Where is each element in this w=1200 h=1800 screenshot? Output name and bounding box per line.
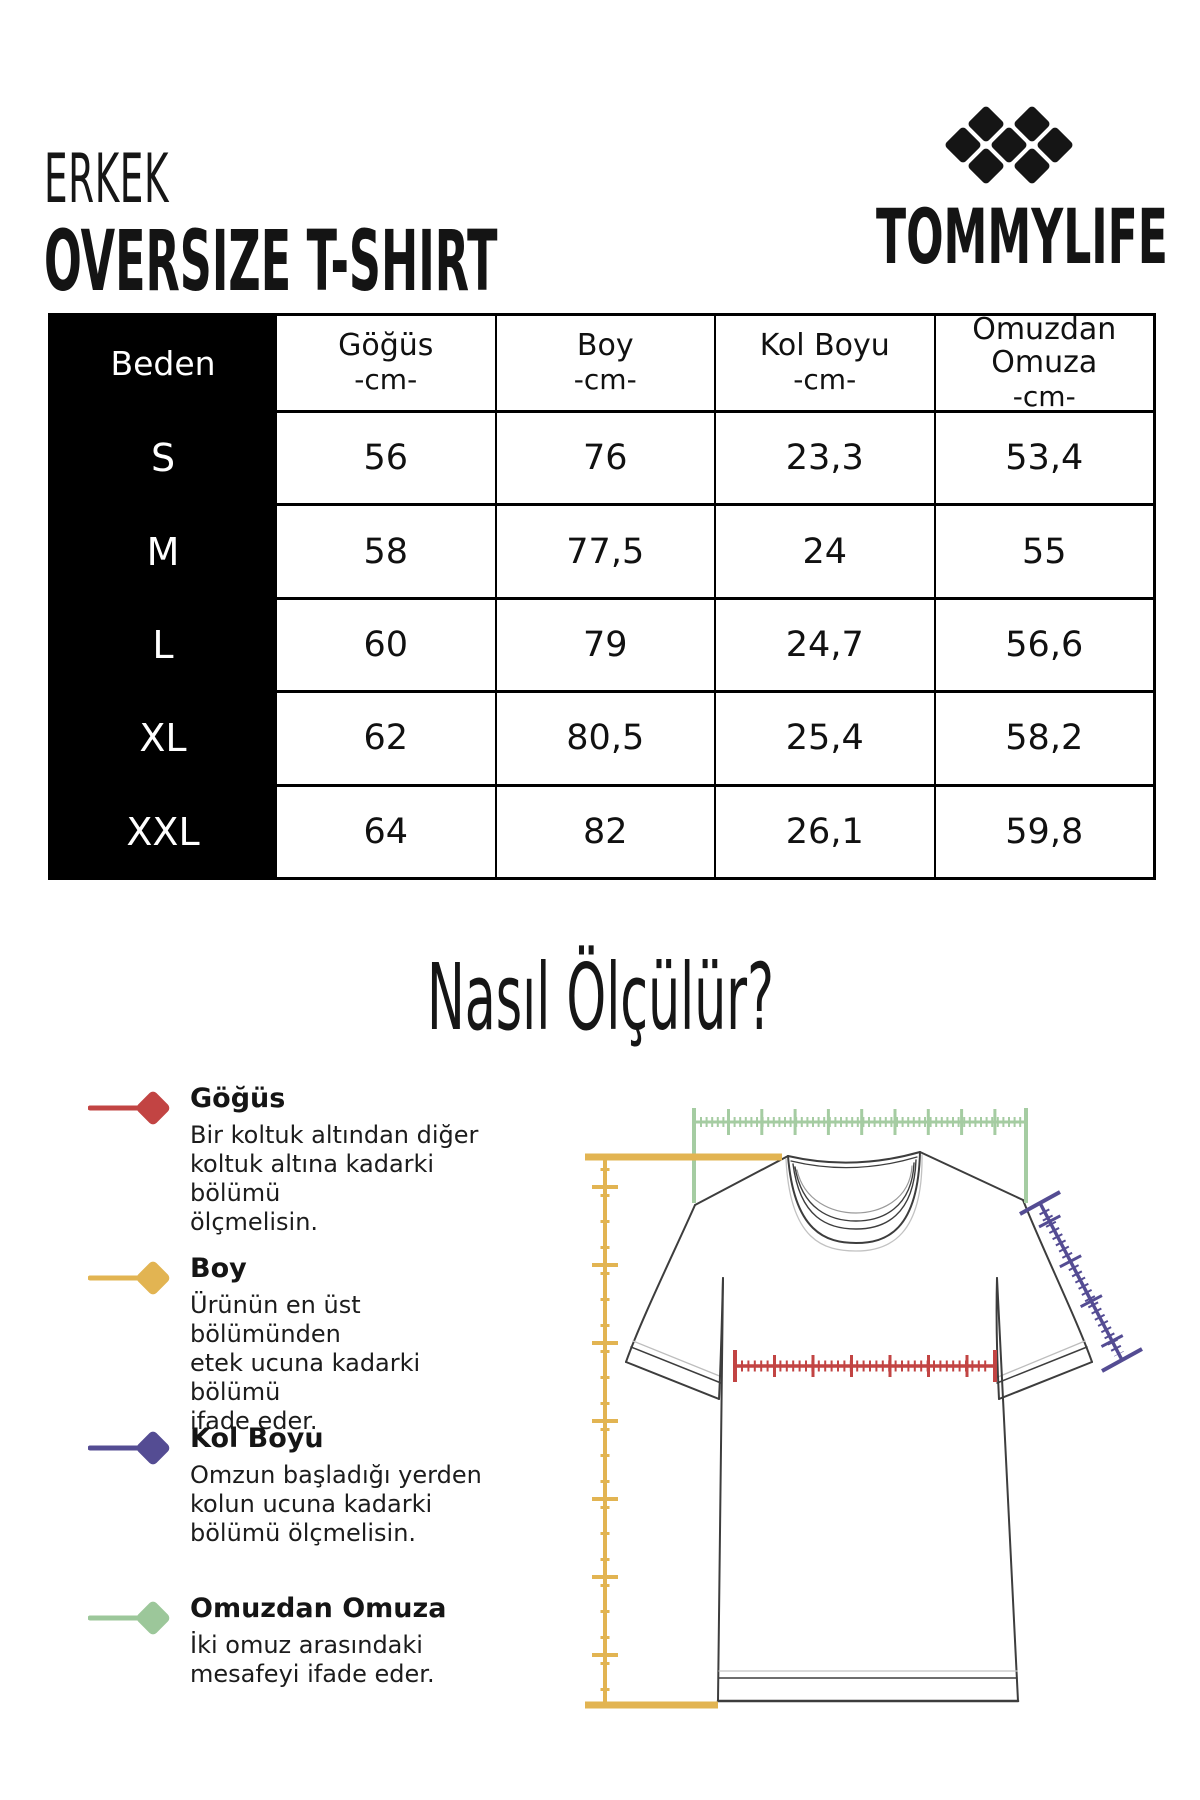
sleeve-diamond-marker-icon xyxy=(88,1431,170,1465)
row-size-label: XXL xyxy=(51,786,275,877)
measure-name: Omuzdan Omuza xyxy=(190,1593,447,1624)
measure-item-sleeve: Kol Boyu Omzun başladığı yerden kolun uc… xyxy=(88,1423,508,1548)
shoulder-diamond-marker-icon xyxy=(88,1601,170,1635)
row-size-label: S xyxy=(51,413,275,504)
column-header-shoulder: Omuzdan Omuza -cm- xyxy=(935,311,1153,413)
diamond-cluster-logo-icon xyxy=(945,106,1073,184)
table-cell: 82 xyxy=(496,786,714,877)
table-cell: 55 xyxy=(935,506,1153,597)
column-header-chest: Göğüs -cm- xyxy=(277,316,495,410)
category-title: ERKEK xyxy=(44,140,170,219)
table-corner-header: Beden xyxy=(51,316,275,410)
row-size-label: L xyxy=(51,599,275,691)
measure-name: Göğüs xyxy=(190,1083,286,1114)
table-cell: 26,1 xyxy=(716,786,934,877)
table-cell: 76 xyxy=(496,413,714,504)
table-cell: 77,5 xyxy=(496,506,714,597)
length-diamond-marker-icon xyxy=(88,1261,170,1295)
measure-description: Ürünün en üst bölümünden etek ucuna kada… xyxy=(190,1291,421,1435)
table-cell: 64 xyxy=(277,786,495,877)
column-unit: -cm- xyxy=(793,363,857,396)
length-ruler xyxy=(585,1153,782,1709)
table-cell: 62 xyxy=(277,693,495,784)
column-unit: -cm- xyxy=(1012,379,1076,413)
column-unit: -cm- xyxy=(573,363,637,396)
column-title: Omuzdan Omuza xyxy=(972,311,1117,381)
tshirt-drawing xyxy=(625,1151,1093,1703)
table-cell: 23,3 xyxy=(716,413,934,504)
measure-description: Bir koltuk altından diğer koltuk altına … xyxy=(190,1121,479,1236)
table-cell: 59,8 xyxy=(935,786,1153,877)
measure-name: Boy xyxy=(190,1253,247,1284)
brand-name: TOMMYLIFE xyxy=(876,192,1168,281)
table-cell: 24 xyxy=(716,506,934,597)
table-cell: 58 xyxy=(277,506,495,597)
table-cell: 25,4 xyxy=(716,693,934,784)
table-cell: 80,5 xyxy=(496,693,714,784)
measure-item-shoulder: Omuzdan Omuza İki omuz arasındaki mesafe… xyxy=(88,1593,508,1689)
row-size-label: M xyxy=(51,506,275,597)
column-header-length: Boy -cm- xyxy=(496,316,714,410)
column-title: Boy xyxy=(576,328,634,364)
size-table: Beden Göğüs -cm- Boy -cm- Kol Boyu -cm- … xyxy=(48,311,1156,880)
column-header-sleeve: Kol Boyu -cm- xyxy=(716,316,934,410)
measure-item-length: Boy Ürünün en üst bölümünden etek ucuna … xyxy=(88,1253,508,1436)
table-cell: 79 xyxy=(496,599,714,691)
table-cell: 60 xyxy=(277,599,495,691)
product-title: OVERSIZE T-SHIRT xyxy=(44,212,498,310)
row-size-label: XL xyxy=(51,693,275,784)
column-unit: -cm- xyxy=(354,363,418,396)
measure-name: Kol Boyu xyxy=(190,1423,324,1454)
measure-description: İki omuz arasındaki mesafeyi ifade eder. xyxy=(190,1631,435,1688)
measure-item-chest: Göğüs Bir koltuk altından diğer koltuk a… xyxy=(88,1083,508,1237)
table-cell: 56 xyxy=(277,413,495,504)
chest-ruler xyxy=(733,1350,997,1382)
sleeve-ruler xyxy=(1019,1190,1143,1373)
how-to-measure-title: Nasıl Ölçülür? xyxy=(426,944,774,1051)
measure-description: Omzun başladığı yerden kolun ucuna kadar… xyxy=(190,1461,482,1547)
column-title: Kol Boyu xyxy=(759,328,890,364)
table-cell: 53,4 xyxy=(935,413,1153,504)
table-cell: 24,7 xyxy=(716,599,934,691)
table-cell: 58,2 xyxy=(935,693,1153,784)
table-cell: 56,6 xyxy=(935,599,1153,691)
chest-diamond-marker-icon xyxy=(88,1091,170,1125)
column-title: Göğüs xyxy=(338,328,434,364)
